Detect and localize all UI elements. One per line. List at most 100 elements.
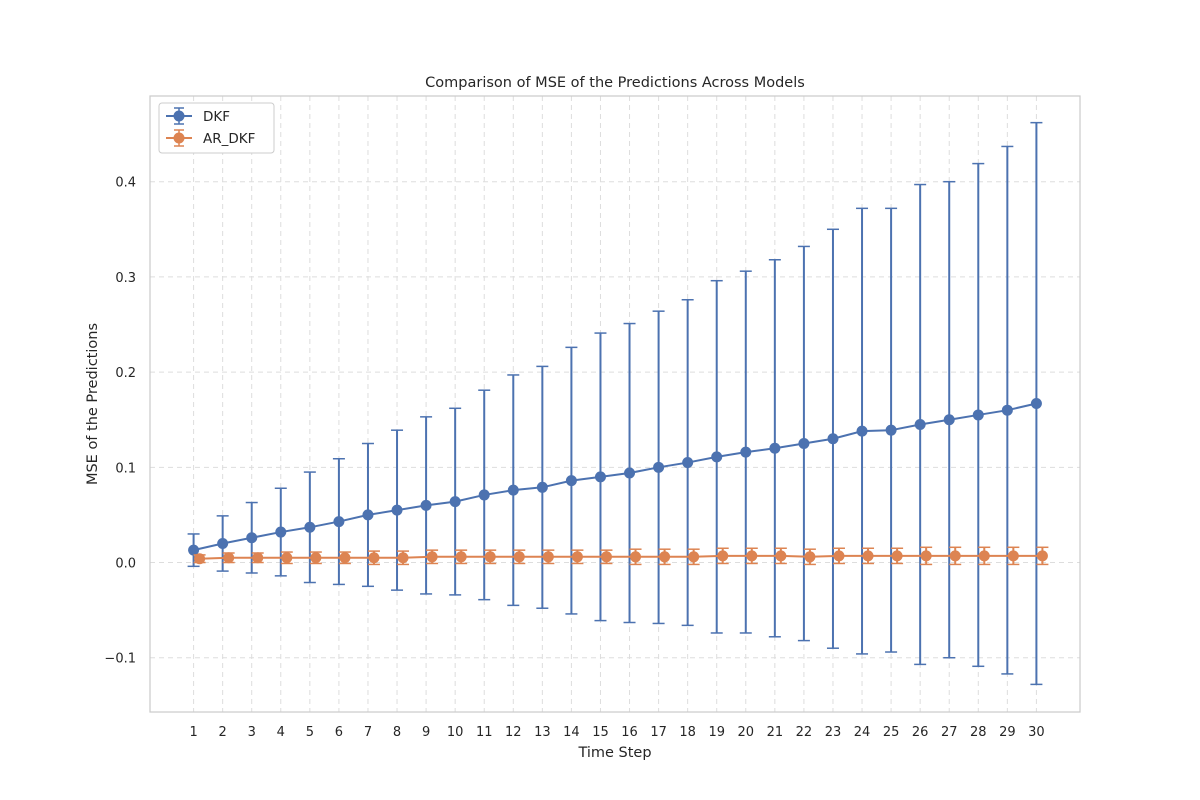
data-point <box>630 551 642 563</box>
x-tick-label: 27 <box>941 725 958 740</box>
x-tick-label: 7 <box>364 725 372 740</box>
data-point <box>1030 398 1042 410</box>
legend-label: AR_DKF <box>203 131 255 147</box>
data-point <box>1007 550 1019 562</box>
x-tick-label: 21 <box>767 725 784 740</box>
data-point <box>217 537 229 549</box>
series <box>187 121 1049 686</box>
data-point <box>484 551 496 563</box>
data-point <box>188 544 200 556</box>
data-point <box>310 552 322 564</box>
x-tick-label: 5 <box>306 725 314 740</box>
series-dkf <box>187 121 1043 686</box>
data-point <box>455 551 467 563</box>
data-point <box>194 553 206 565</box>
data-point <box>885 424 897 436</box>
x-tick-label: 18 <box>679 725 696 740</box>
x-tick-label: 8 <box>393 725 401 740</box>
y-tick-label: 0.2 <box>115 366 136 381</box>
data-point <box>920 550 932 562</box>
y-tick-label: 0.1 <box>115 461 136 476</box>
data-point <box>223 552 235 564</box>
data-point <box>536 481 548 493</box>
data-point <box>862 550 874 562</box>
data-point <box>304 521 316 533</box>
legend: DKF AR_DKF <box>158 102 275 154</box>
data-point <box>333 516 345 528</box>
x-tick-label: 4 <box>277 725 285 740</box>
y-tick-label: 0.0 <box>115 557 136 572</box>
y-tick-label: −0.1 <box>104 652 136 667</box>
data-point <box>943 414 955 426</box>
x-tick-label: 24 <box>854 725 871 740</box>
x-tick-label: 26 <box>912 725 929 740</box>
data-point <box>804 551 816 563</box>
x-tick-label: 10 <box>447 725 464 740</box>
data-point <box>798 438 810 450</box>
data-point <box>775 550 787 562</box>
data-point <box>507 484 519 496</box>
data-point <box>659 551 671 563</box>
data-point <box>914 418 926 430</box>
data-point <box>420 499 432 511</box>
data-point <box>362 509 374 521</box>
data-point <box>1001 404 1013 416</box>
data-point <box>275 526 287 538</box>
x-tick-label: 30 <box>1028 725 1045 740</box>
x-tick-label: 13 <box>534 725 551 740</box>
data-point <box>542 551 554 563</box>
data-point <box>426 551 438 563</box>
data-point <box>688 551 700 563</box>
legend-marker <box>173 110 185 122</box>
data-point <box>711 451 723 463</box>
plot-frame <box>149 95 1081 713</box>
data-point <box>368 552 380 564</box>
x-tick-label: 12 <box>505 725 522 740</box>
data-point <box>391 504 403 516</box>
y-tick-label: 0.3 <box>115 271 136 286</box>
x-tick-label: 9 <box>422 725 430 740</box>
data-point <box>856 425 868 437</box>
data-point <box>571 551 583 563</box>
data-point <box>281 552 293 564</box>
x-tick-label: 28 <box>970 725 987 740</box>
data-point <box>949 550 961 562</box>
data-point <box>891 550 903 562</box>
data-point <box>449 496 461 508</box>
series-ar-dkf <box>193 546 1049 566</box>
x-tick-label: 23 <box>825 725 842 740</box>
x-tick-label: 3 <box>248 725 256 740</box>
data-point <box>513 551 525 563</box>
x-tick-label: 11 <box>476 725 493 740</box>
x-tick-label: 1 <box>189 725 197 740</box>
x-tick-label: 15 <box>592 725 609 740</box>
x-tick-label: 29 <box>999 725 1016 740</box>
chart-title: Comparison of MSE of the Predictions Acr… <box>425 75 805 91</box>
x-tick-label: 20 <box>738 725 755 740</box>
data-point <box>600 551 612 563</box>
x-tick-label: 14 <box>563 725 580 740</box>
y-tick-label: 0.4 <box>115 176 136 191</box>
data-point <box>1036 550 1048 562</box>
data-point <box>746 550 758 562</box>
x-tick-label: 19 <box>708 725 725 740</box>
data-point <box>827 433 839 445</box>
legend-label: DKF <box>203 109 230 125</box>
data-point <box>397 552 409 564</box>
data-point <box>339 552 351 564</box>
x-tick-label: 25 <box>883 725 900 740</box>
x-tick-label: 6 <box>335 725 343 740</box>
x-tick-label: 2 <box>219 725 227 740</box>
x-axis-label: Time Step <box>577 745 651 761</box>
data-point <box>978 550 990 562</box>
data-point <box>478 489 490 501</box>
data-point <box>594 471 606 483</box>
data-point <box>565 475 577 487</box>
data-point <box>769 442 781 454</box>
data-point <box>833 550 845 562</box>
x-tick-label: 16 <box>621 725 638 740</box>
data-point <box>246 532 258 544</box>
x-tick-label: 17 <box>650 725 667 740</box>
data-point <box>682 457 694 469</box>
